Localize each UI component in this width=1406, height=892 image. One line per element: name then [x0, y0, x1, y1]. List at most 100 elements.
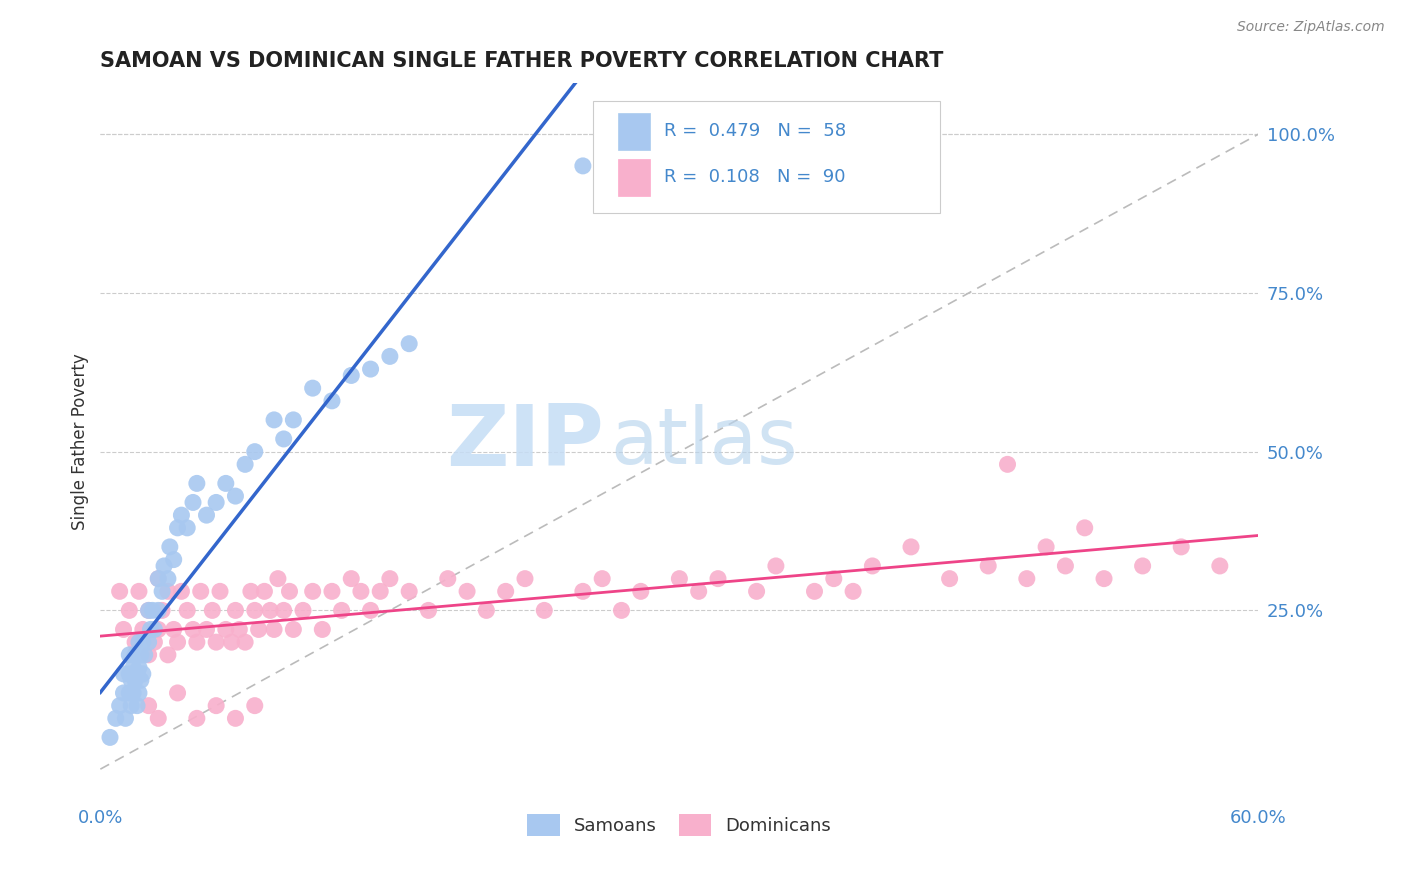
Point [118, 666, 141, 681]
Point [267, 572, 290, 586]
Point [283, 413, 305, 427]
Y-axis label: Single Father Poverty: Single Father Poverty [72, 354, 89, 531]
Point [138, 635, 160, 649]
Point [98, 731, 121, 745]
Point [195, 623, 218, 637]
Point [181, 495, 204, 509]
Point [221, 635, 243, 649]
Point [114, 711, 136, 725]
Point [263, 623, 285, 637]
Point [572, 159, 595, 173]
Point [120, 698, 142, 713]
Point [148, 603, 170, 617]
Point [247, 623, 270, 637]
Point [120, 673, 142, 688]
Point [513, 572, 536, 586]
Point [842, 584, 865, 599]
Point [900, 540, 922, 554]
Point [108, 584, 131, 599]
Point [239, 584, 262, 599]
Point [1092, 572, 1115, 586]
Point [311, 623, 333, 637]
Text: ZIP: ZIP [446, 401, 605, 483]
Point [138, 603, 160, 617]
Point [378, 572, 401, 586]
Point [205, 635, 228, 649]
Point [148, 572, 170, 586]
Point [1015, 572, 1038, 586]
Point [273, 603, 295, 617]
Point [350, 584, 373, 599]
Point [139, 623, 162, 637]
Point [436, 572, 458, 586]
Point [118, 603, 141, 617]
Point [132, 635, 155, 649]
Point [186, 635, 208, 649]
Point [533, 603, 555, 617]
Point [129, 673, 152, 688]
Point [456, 584, 478, 599]
Point [166, 686, 188, 700]
Point [340, 572, 363, 586]
Point [745, 584, 768, 599]
Text: SAMOAN VS DOMINICAN SINGLE FATHER POVERTY CORRELATION CHART: SAMOAN VS DOMINICAN SINGLE FATHER POVERT… [100, 51, 943, 70]
Point [156, 648, 179, 662]
Point [125, 666, 148, 681]
Point [181, 623, 204, 637]
Point [122, 660, 145, 674]
Point [143, 635, 166, 649]
Point [163, 623, 186, 637]
FancyBboxPatch shape [592, 102, 941, 212]
Point [153, 558, 176, 573]
Point [233, 458, 256, 472]
Point [1035, 540, 1057, 554]
Point [668, 572, 690, 586]
Point [148, 711, 170, 725]
Point [1209, 558, 1232, 573]
Point [360, 362, 382, 376]
Point [128, 584, 150, 599]
Point [243, 603, 266, 617]
Point [765, 558, 787, 573]
Point [156, 572, 179, 586]
Point [228, 623, 250, 637]
Point [418, 603, 440, 617]
Point [1073, 521, 1095, 535]
Point [572, 584, 595, 599]
Point [163, 552, 186, 566]
Point [134, 648, 156, 662]
Point [143, 623, 166, 637]
Point [273, 432, 295, 446]
Point [159, 540, 181, 554]
Point [997, 458, 1019, 472]
Point [166, 635, 188, 649]
Point [215, 476, 238, 491]
Point [224, 603, 246, 617]
Point [150, 584, 173, 599]
Point [108, 698, 131, 713]
Point [630, 584, 652, 599]
Point [860, 558, 883, 573]
Point [166, 521, 188, 535]
Point [378, 350, 401, 364]
Point [610, 603, 633, 617]
Point [224, 711, 246, 725]
Point [186, 711, 208, 725]
Point [301, 381, 323, 395]
Point [263, 413, 285, 427]
Point [124, 635, 146, 649]
Point [125, 698, 148, 713]
Point [360, 603, 382, 617]
Point [118, 686, 141, 700]
FancyBboxPatch shape [619, 112, 651, 150]
Point [1132, 558, 1154, 573]
Point [803, 584, 825, 599]
Point [259, 603, 281, 617]
Point [321, 393, 343, 408]
Point [104, 711, 127, 725]
Point [224, 489, 246, 503]
Point [122, 686, 145, 700]
Point [292, 603, 315, 617]
Point [170, 508, 193, 523]
Point [243, 698, 266, 713]
